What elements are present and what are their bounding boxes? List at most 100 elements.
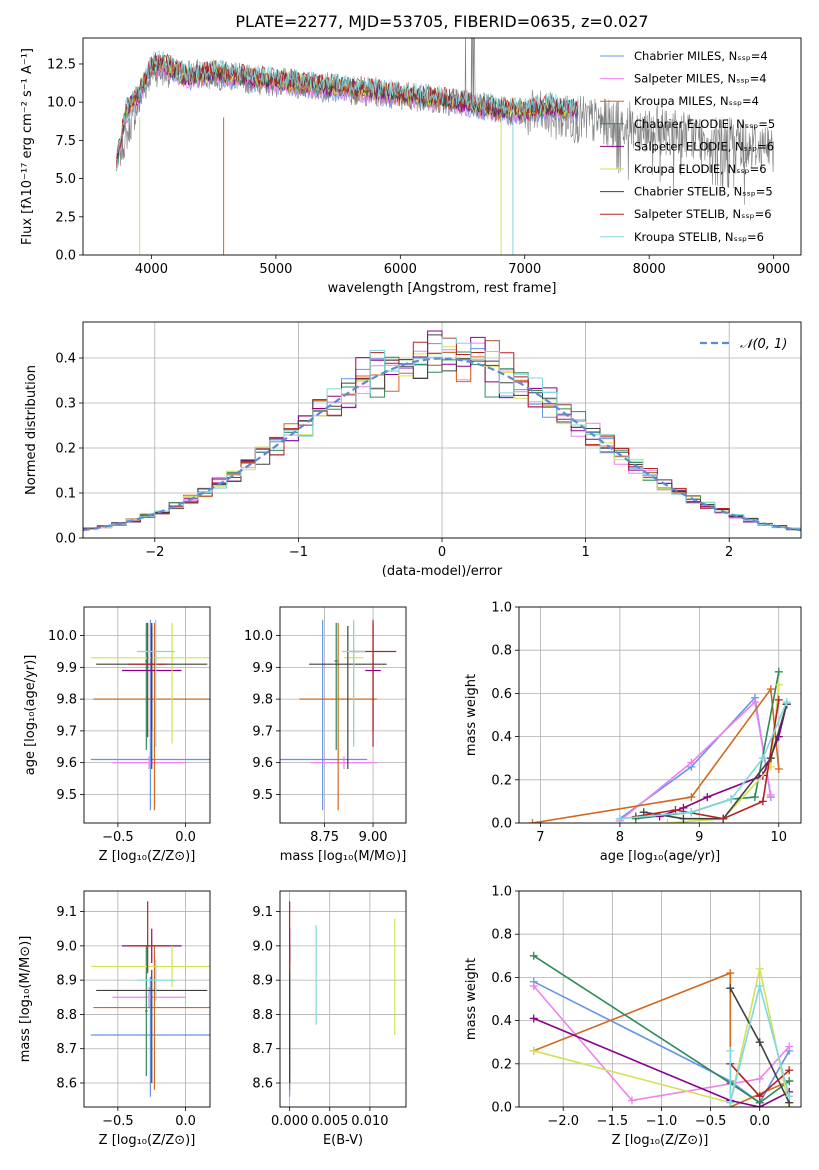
x-tick-label: 0.0 bbox=[175, 830, 196, 845]
errorbar-plot-area bbox=[90, 619, 210, 811]
legend-entry: Kroupa MILES, Nₛₛₚ=4 bbox=[634, 94, 759, 108]
weight-point-marker bbox=[758, 754, 767, 763]
weight-series-line bbox=[533, 968, 790, 1107]
weight-series-line bbox=[532, 686, 780, 823]
x-tick-label: −0.5 bbox=[102, 1114, 134, 1129]
model-spectrum bbox=[116, 52, 579, 168]
legend-entry: Salpeter STELIB, Nₛₛₚ=6 bbox=[634, 207, 772, 221]
weight-point-marker bbox=[766, 685, 775, 694]
axes-frame bbox=[518, 890, 802, 1108]
y-tick-label: 9.6 bbox=[252, 756, 273, 771]
y-tick-label: 9.1 bbox=[56, 905, 77, 920]
weight-point-marker bbox=[529, 1046, 538, 1055]
axes-frame bbox=[83, 606, 211, 824]
y-tick-label: 0.0 bbox=[491, 1101, 512, 1116]
age-vs-metallicity-panel: −0.5 0.0 9.5 9.6 9.7 9.8 9.9 10.0 Z [log₁₀(Z/Z⊙)… bbox=[23, 606, 211, 864]
y-tick-label: 0.3 bbox=[55, 397, 76, 412]
axes-frame bbox=[279, 890, 407, 1108]
y-tick-label: 9.9 bbox=[252, 661, 273, 676]
y-axis-label: Flux [fλ10⁻¹⁷ erg cm⁻² s⁻¹ A⁻¹] bbox=[20, 48, 35, 245]
x-axis-label: Z [log₁₀(Z/Z⊙)] bbox=[99, 1133, 196, 1148]
y-tick-label: 9.7 bbox=[56, 724, 77, 739]
weight-series-line bbox=[729, 982, 790, 1103]
weight-series-line bbox=[533, 955, 790, 1104]
weight-point-marker bbox=[627, 1096, 636, 1105]
errorbar-plot-area bbox=[280, 619, 397, 811]
y-tick-label: 5.0 bbox=[55, 172, 76, 187]
figure-title: PLATE=2277, MJD=53705, FIBERID=0635, z=0… bbox=[235, 12, 648, 31]
x-tick-label: 0.010 bbox=[351, 1114, 388, 1129]
legend-entry: 𝒩(0, 1) bbox=[740, 337, 787, 352]
residual-histogram bbox=[83, 334, 801, 530]
y-tick-label: 0.8 bbox=[491, 928, 512, 943]
x-tick-label: 9.00 bbox=[359, 830, 388, 845]
y-tick-label: 0.0 bbox=[55, 249, 76, 264]
weight-point-marker bbox=[726, 1098, 735, 1107]
weight-series-line bbox=[533, 985, 790, 1102]
residual-histogram-panel: −2 −1 0 1 2 0.0 0.1 0.2 0.3 0.4 (data-model)/error… bbox=[24, 321, 802, 579]
x-axis-label: mass [log₁₀(M/M⊙)] bbox=[280, 849, 407, 864]
x-tick-label: 4000 bbox=[135, 262, 168, 277]
weight-point-marker bbox=[758, 797, 767, 806]
weight-point-marker bbox=[766, 790, 775, 799]
y-tick-label: 8.8 bbox=[252, 1008, 273, 1023]
weight-point-marker bbox=[529, 951, 538, 960]
weight-point-marker bbox=[782, 698, 791, 707]
y-tick-label: 10.0 bbox=[48, 629, 77, 644]
y-tick-label: 0.0 bbox=[55, 532, 76, 547]
weight-point-marker bbox=[726, 969, 735, 978]
x-tick-label: 7 bbox=[536, 830, 544, 845]
weight-point-marker bbox=[727, 795, 736, 804]
y-tick-label: 8.6 bbox=[252, 1077, 273, 1092]
weight-point-marker bbox=[726, 984, 735, 993]
weight-point-marker bbox=[671, 806, 680, 815]
y-tick-label: 8.6 bbox=[56, 1077, 77, 1092]
x-tick-label: −2.0 bbox=[547, 1114, 579, 1129]
weight-point-marker bbox=[755, 1103, 764, 1107]
y-tick-label: 9.0 bbox=[252, 939, 273, 954]
y-tick-label: 7.5 bbox=[55, 134, 76, 149]
weight-series-line bbox=[619, 700, 772, 822]
weight-point-marker bbox=[687, 808, 696, 817]
legend-entry: Chabrier MILES, Nₛₛₚ=4 bbox=[634, 49, 768, 63]
weight-point-marker bbox=[663, 819, 672, 823]
x-tick-label: −1 bbox=[289, 545, 308, 560]
legend-entry: Salpeter ELODIE, Nₛₛₚ=6 bbox=[634, 139, 774, 153]
legend-entry: Kroupa STELIB, Nₛₛₚ=6 bbox=[634, 230, 764, 244]
weight-point-marker bbox=[774, 680, 783, 689]
axes-frame bbox=[518, 606, 802, 824]
y-tick-label: 0.8 bbox=[491, 644, 512, 659]
weight-point-marker bbox=[679, 814, 688, 823]
x-tick-label: 0.0 bbox=[749, 1114, 770, 1129]
x-tick-label: 6000 bbox=[384, 262, 417, 277]
axes-frame bbox=[82, 321, 802, 539]
weight-point-marker bbox=[726, 1046, 735, 1055]
weight-point-marker bbox=[529, 982, 538, 991]
x-tick-label: 10 bbox=[770, 830, 787, 845]
y-tick-label: 8.8 bbox=[56, 1008, 77, 1023]
spectrum-plot-area bbox=[116, 38, 774, 255]
x-tick-label: 5000 bbox=[259, 262, 292, 277]
weight-point-marker bbox=[755, 964, 764, 973]
x-tick-label: −0.5 bbox=[102, 830, 134, 845]
y-tick-label: 9.6 bbox=[56, 756, 77, 771]
x-tick-label: 7000 bbox=[508, 262, 541, 277]
x-tick-label: 1 bbox=[581, 545, 589, 560]
x-tick-label: 0.000 bbox=[271, 1114, 308, 1129]
weight-point-marker bbox=[719, 814, 728, 823]
weight-series-line bbox=[659, 704, 788, 818]
y-tick-label: 10.0 bbox=[47, 96, 76, 111]
y-tick-label: 8.7 bbox=[56, 1042, 77, 1057]
y-tick-label: 0.4 bbox=[491, 730, 512, 745]
weight-point-marker bbox=[774, 667, 783, 676]
y-axis-label: Normed distribution bbox=[24, 365, 39, 495]
weight-point-marker bbox=[615, 814, 624, 823]
y-tick-label: 0.2 bbox=[491, 1057, 512, 1072]
errorbar-plot-area bbox=[90, 901, 210, 1097]
weight-point-marker bbox=[655, 812, 664, 821]
normal-curve bbox=[83, 357, 801, 532]
x-axis-label: E(B-V) bbox=[323, 1133, 363, 1148]
legend-entry: Chabrier ELODIE, Nₛₛₚ=5 bbox=[634, 117, 775, 131]
weight-point-marker bbox=[679, 803, 688, 812]
y-tick-label: 0.4 bbox=[491, 1014, 512, 1029]
